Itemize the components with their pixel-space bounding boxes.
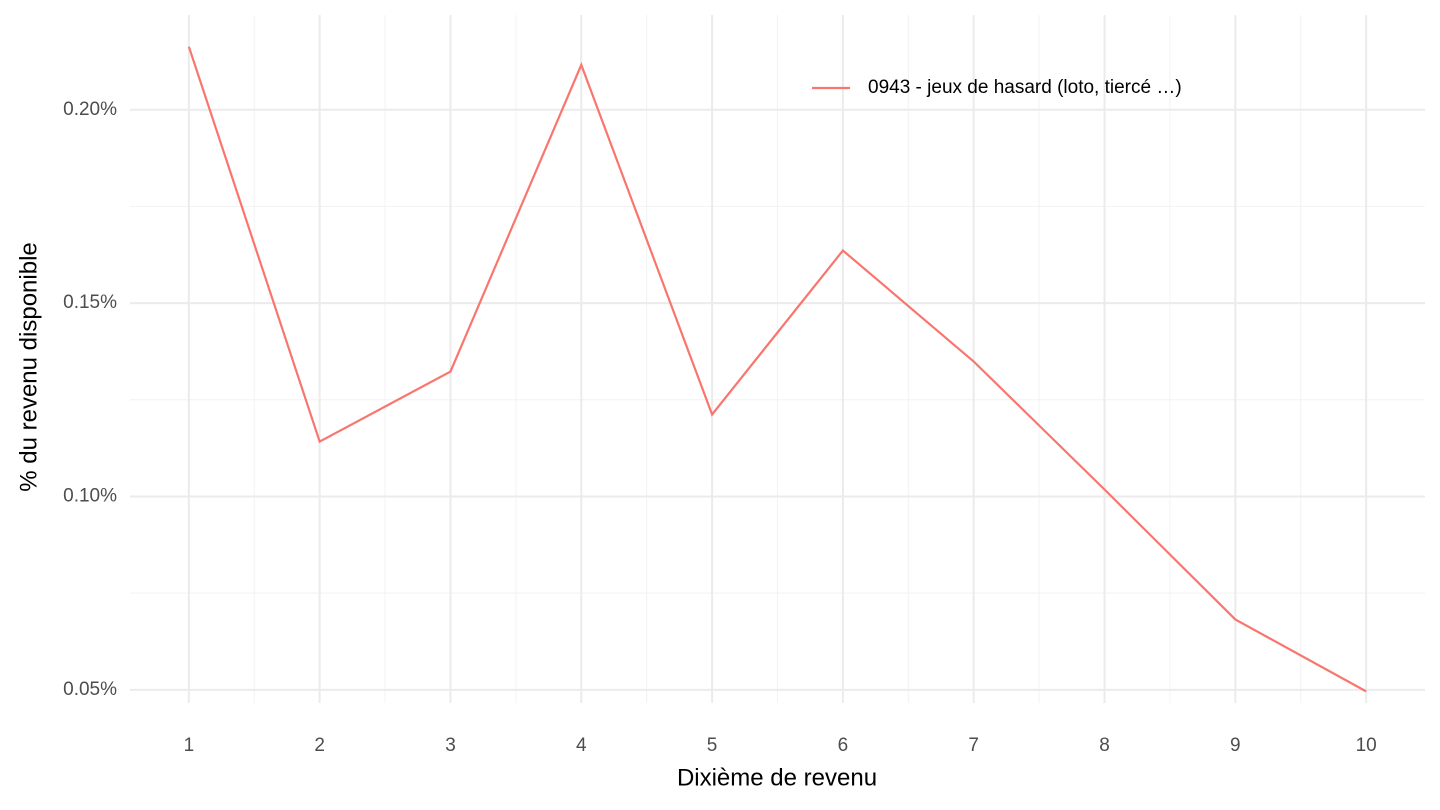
x-tick-label: 10	[1356, 735, 1377, 756]
y-tick-label: 0.15%	[63, 292, 117, 313]
x-tick-label: 9	[1230, 735, 1241, 756]
x-tick-label: 3	[445, 735, 456, 756]
x-axis-title: Dixième de revenu	[677, 764, 877, 791]
y-tick-label: 0.10%	[63, 485, 117, 506]
y-tick-label: 0.05%	[63, 679, 117, 700]
legend-label: 0943 - jeux de hasard (loto, tiercé …)	[868, 77, 1182, 98]
x-tick-label: 7	[968, 735, 979, 756]
x-tick-label: 6	[838, 735, 849, 756]
x-tick-label: 2	[314, 735, 325, 756]
x-tick-label: 5	[707, 735, 718, 756]
line	[187, 46, 1367, 693]
y-tick-label: 0.20%	[63, 99, 117, 120]
x-tick-label: 1	[184, 735, 195, 756]
y-axis-title: % du revenu disponible	[15, 242, 42, 492]
x-tick-label: 8	[1099, 735, 1110, 756]
x-tick-label: 4	[576, 735, 587, 756]
